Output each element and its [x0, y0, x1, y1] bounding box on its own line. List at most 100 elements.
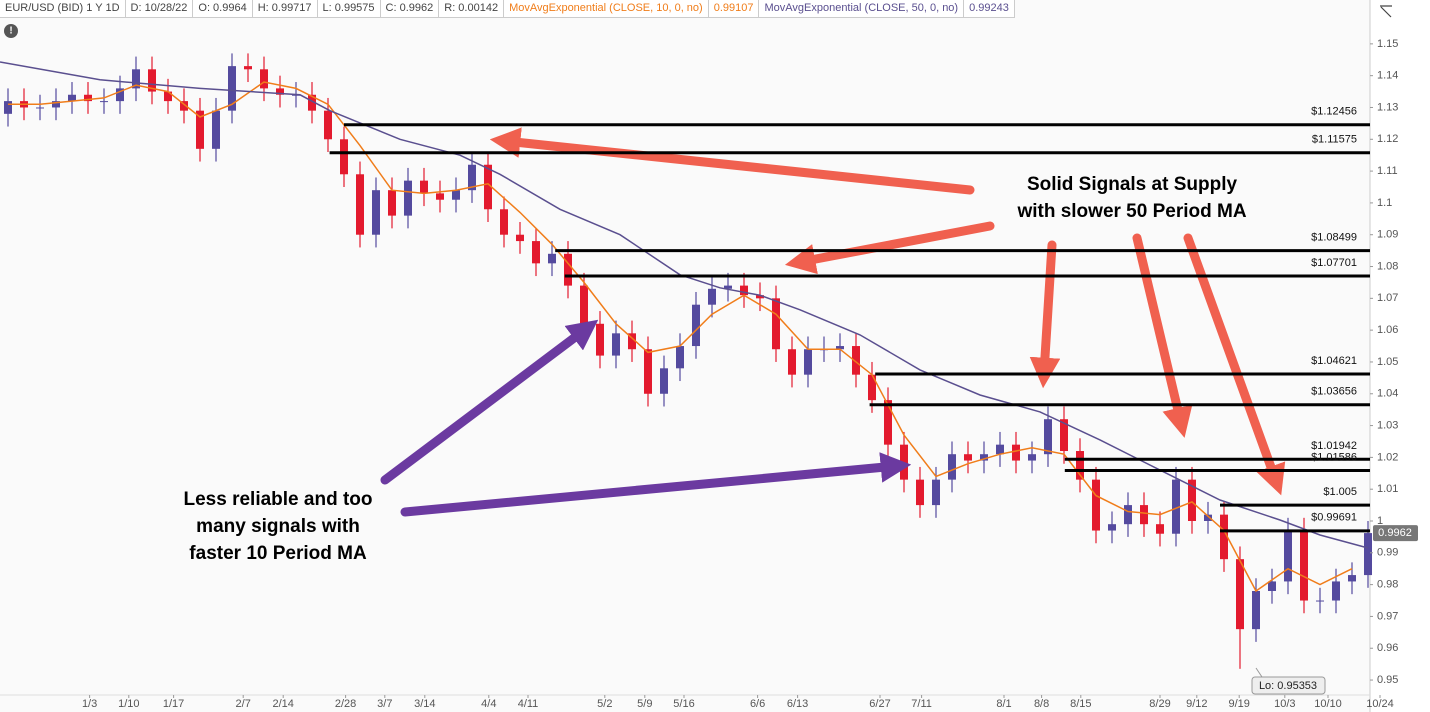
date: D: 10/28/22 [125, 0, 194, 18]
x-tick-label: 4/4 [481, 698, 496, 710]
red-arrow [1183, 233, 1286, 496]
x-tick-label: 1/3 [82, 698, 97, 710]
candle-body [916, 479, 924, 506]
candle-body [1236, 559, 1244, 630]
y-tick-label: 1.04 [1377, 388, 1398, 400]
high: H: 0.99717 [252, 0, 318, 18]
candle-body [788, 349, 796, 375]
symbol: EUR/USD (BID) 1 Y 1D [0, 0, 126, 18]
level-label: $1.12456 [1311, 106, 1357, 118]
candle-body [340, 139, 348, 175]
candle-body [804, 349, 812, 375]
y-tick-label: 1.13 [1377, 101, 1398, 113]
candle-body [932, 479, 940, 506]
candle-body [1092, 479, 1100, 531]
candle-body [1300, 530, 1308, 601]
candle-body [68, 94, 76, 102]
info-icon-glyph: ! [9, 26, 12, 37]
candle-body [612, 333, 620, 356]
plot [0, 53, 1372, 669]
annotations: Solid Signals at Supply with slower 50 Pe… [184, 174, 1247, 564]
close: C: 0.9962 [380, 0, 440, 18]
candle-body [724, 285, 732, 289]
candle-body [676, 346, 684, 369]
candle-body [628, 333, 636, 350]
candle-body [1156, 524, 1164, 534]
low-label-box [1251, 676, 1326, 695]
level-label: $1.01942 [1311, 440, 1357, 452]
red-arrow [1132, 233, 1193, 438]
y-tick-label: 1.05 [1377, 356, 1398, 368]
candle-body [1268, 581, 1276, 591]
candle-body [708, 288, 716, 305]
moving-average-line [0, 61, 1369, 549]
candle-body [580, 285, 588, 324]
candle-body [1348, 575, 1356, 582]
low: L: 0.99575 [317, 0, 381, 18]
candle-body [868, 374, 876, 401]
candle-body [756, 295, 764, 299]
y-tick-label: 1 [1377, 515, 1383, 527]
y-tick-label: 1.14 [1377, 70, 1398, 82]
y-tick-label: 0.97 [1377, 610, 1398, 622]
candle-body [36, 107, 44, 109]
x-tick-label: 1/17 [163, 698, 184, 710]
y-tick-label: 1.09 [1377, 229, 1398, 241]
y-tick-label: 1.07 [1377, 292, 1398, 304]
level-label: $1.08499 [1311, 232, 1357, 244]
red-arrow [1029, 240, 1061, 389]
level-label: $0.99691 [1311, 512, 1357, 524]
candle-body [548, 253, 556, 264]
x-tick-label: 2/14 [272, 698, 293, 710]
x-tick-label: 7/11 [911, 698, 932, 710]
ema10-value: 0.99107 [708, 0, 760, 18]
candle-body [52, 101, 60, 108]
candle-body [948, 454, 956, 480]
candle-body [404, 180, 412, 216]
candle-body [308, 94, 316, 111]
moving-average-line [8, 81, 1353, 593]
candle-body [1252, 590, 1260, 630]
x-tick-label: 2/7 [236, 698, 251, 710]
ema50-value: 0.99243 [964, 0, 1015, 18]
y-tick-label: 0.98 [1377, 579, 1398, 591]
candle-body [660, 368, 668, 394]
y-tick-label: 1.12 [1377, 133, 1398, 145]
x-tick-label: 10/24 [1366, 698, 1394, 710]
range: R: 0.00142 [439, 0, 505, 18]
arrows [380, 127, 1286, 517]
x-tick-label: 8/8 [1034, 698, 1049, 710]
candle-body [372, 190, 380, 235]
level-label: $1.005 [1323, 486, 1357, 498]
candle-body [516, 234, 524, 242]
last-price-tag [1373, 525, 1418, 542]
purple-arrow [400, 452, 912, 517]
y-tick-label: 1.08 [1377, 260, 1398, 272]
x-tick-label: 8/29 [1149, 698, 1170, 710]
candle-body [4, 101, 12, 114]
candle-body [500, 209, 508, 235]
x-tick-label: 8/15 [1070, 698, 1091, 710]
y-tick-label: 1.06 [1377, 324, 1398, 336]
header-bar: EUR/USD (BID) 1 Y 1D D: 10/28/22 O: 0.99… [0, 0, 1015, 18]
resize-icon[interactable] [1380, 5, 1392, 18]
candle-body [532, 241, 540, 264]
x-tick-label: 9/12 [1186, 698, 1207, 710]
x-tick-label: 1/10 [118, 698, 139, 710]
candle-body [356, 174, 364, 235]
y-tick-label: 1.11 [1377, 165, 1398, 177]
candle-body [244, 66, 252, 70]
candle-body [484, 164, 492, 210]
info-icon[interactable] [4, 24, 18, 38]
candle-body [276, 88, 284, 95]
candle-body [1044, 419, 1052, 455]
candle-body [1108, 524, 1116, 531]
candle-body [468, 164, 476, 191]
x-tick-label: 5/2 [597, 698, 612, 710]
candle-body [84, 94, 92, 102]
y-tick-label: 0.95 [1377, 674, 1398, 686]
candle-body [692, 304, 700, 347]
candle-body [388, 190, 396, 216]
candle-body [212, 110, 220, 149]
